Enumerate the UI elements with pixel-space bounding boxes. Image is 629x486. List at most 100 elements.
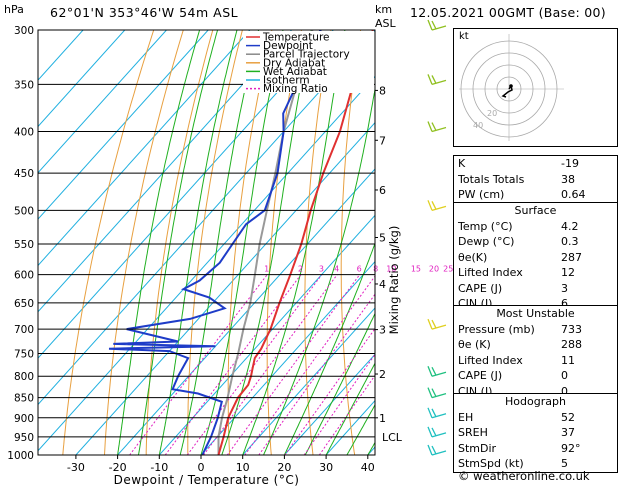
wind-barb-flag (427, 200, 433, 211)
info-value: 3 (561, 281, 568, 295)
info-row: EH 52 (454, 410, 617, 426)
km-unit-label: km ASL (375, 3, 396, 31)
mixing-ratio-axis-label: Mixing Ratio (g/kg) (387, 226, 401, 335)
wind-barb-flag (431, 366, 437, 376)
copyright-footer: © weatheronline.co.uk (458, 469, 590, 483)
wind-barb-flag (431, 20, 437, 30)
info-label: StmSpd (kt) (458, 457, 524, 470)
info-value: 4.2 (561, 219, 579, 233)
hodograph-ring-label: 40 (473, 121, 483, 130)
info-label: StmDir (458, 441, 497, 455)
isotherm-line (38, 30, 209, 220)
wind-barb-staff (431, 324, 447, 330)
wind-barb-flag (431, 75, 437, 84)
info-label: EH (458, 410, 474, 424)
mixing-ratio-line (186, 274, 323, 455)
km-tick-label: 2 (379, 368, 386, 381)
info-value: 92° (561, 441, 581, 455)
wind-barb (427, 365, 447, 377)
dewpoint-line (108, 30, 322, 455)
wind-barb (427, 426, 447, 438)
legend-label: Parcel Trajectory (263, 49, 350, 61)
wind-barb-flag (427, 444, 433, 456)
info-label: Totals Totals (458, 172, 525, 186)
wind-barb-staff (431, 371, 447, 377)
mixing-ratio-label: 10 (386, 265, 396, 274)
info-value: 38 (561, 172, 575, 186)
wind-barb-flag (427, 407, 433, 419)
wind-barb-staff (431, 450, 447, 456)
isotherm-line (158, 214, 375, 455)
info-label: PW (cm) (458, 188, 505, 201)
isotherm-line (38, 30, 167, 174)
km-tick-label: 6 (379, 184, 386, 197)
info-value: 288 (561, 338, 582, 351)
section-title: Surface (514, 204, 557, 217)
isotherm-line (117, 168, 375, 455)
info-value: 52 (561, 410, 575, 424)
pressure-tick-label: 650 (14, 298, 34, 310)
mixing-ratio-label: 3 (319, 265, 324, 274)
info-value: 5 (561, 457, 568, 470)
wind-barb-flag (431, 427, 437, 437)
info-row: θe (K) 288 (454, 337, 617, 353)
info-label: Dewp (°C) (458, 235, 515, 248)
wind-barb (427, 200, 447, 211)
km-tick-label: 7 (379, 134, 386, 147)
dry-adiabat-line (62, 30, 155, 455)
info-label: K (458, 157, 466, 170)
temperature-line (217, 30, 374, 455)
isotherm-line (200, 260, 375, 455)
info-row: CAPE (J) 0 (454, 368, 617, 384)
dry-adiabat-line (104, 30, 184, 455)
wind-barb-flag (431, 122, 437, 131)
x-tick-label: 30 (319, 461, 333, 474)
info-row: Lifted Index 12 (454, 265, 617, 281)
mixing-ratio-label: 25 (443, 265, 453, 274)
lcl-label: LCL (382, 431, 403, 444)
legend-label: Temperature (262, 32, 330, 44)
hodograph-params-table: Hodograph EH 52 SREH 37 StmDir 92° StmSpd (kt) 5 (453, 393, 618, 473)
mixing-ratio-label: 8 (373, 265, 378, 274)
wind-barb-flag (431, 201, 437, 210)
hodograph-panel: kt 20 40 (453, 28, 618, 147)
mixing-ratio-label: 2 (298, 265, 303, 274)
info-value: 6 (561, 297, 568, 310)
x-tick-label: -10 (150, 461, 168, 474)
pressure-tick-label: 750 (14, 348, 34, 360)
info-label: θe(K) (458, 250, 488, 264)
km-tick-label: 1 (379, 412, 386, 425)
legend-label: Isotherm (263, 75, 310, 87)
info-value: 0.3 (561, 235, 579, 248)
wind-barb-flag (427, 121, 433, 132)
info-label: Temp (°C) (458, 219, 513, 233)
wind-barb-staff (431, 126, 447, 133)
pressure-tick-label: 300 (14, 25, 34, 37)
wind-barb (427, 387, 447, 399)
wind-barb (427, 121, 447, 133)
km-tick-label: 5 (379, 231, 386, 244)
pressure-tick-label: 800 (14, 371, 34, 383)
mixing-ratio-label: 15 (411, 265, 421, 274)
wind-barb-flag (427, 74, 433, 85)
info-value: 287 (561, 250, 582, 264)
info-label: Pressure (mb) (458, 322, 535, 336)
pressure-unit-label: hPa (4, 3, 24, 16)
wind-barb-flag (427, 19, 433, 31)
info-row: θe(K) 287 (454, 250, 617, 266)
mixing-ratio-label: 6 (357, 265, 362, 274)
isotherm-line (38, 30, 292, 313)
info-row: PW (cm) 0.64 (454, 187, 617, 203)
isotherm-line (38, 30, 375, 406)
isotherm-line (38, 30, 334, 359)
x-axis-label: Dewpoint / Temperature (°C) (114, 473, 300, 486)
wind-barb-staff (431, 79, 447, 86)
wet-adiabat-line (346, 403, 375, 455)
pressure-tick-label: 450 (14, 168, 34, 180)
info-label: CAPE (J) (458, 369, 503, 382)
info-row: CAPE (J) 3 (454, 281, 617, 297)
mixing-ratio-label: 4 (334, 265, 339, 274)
km-tick-label: 3 (379, 324, 386, 337)
pressure-tick-label: 850 (14, 393, 34, 405)
